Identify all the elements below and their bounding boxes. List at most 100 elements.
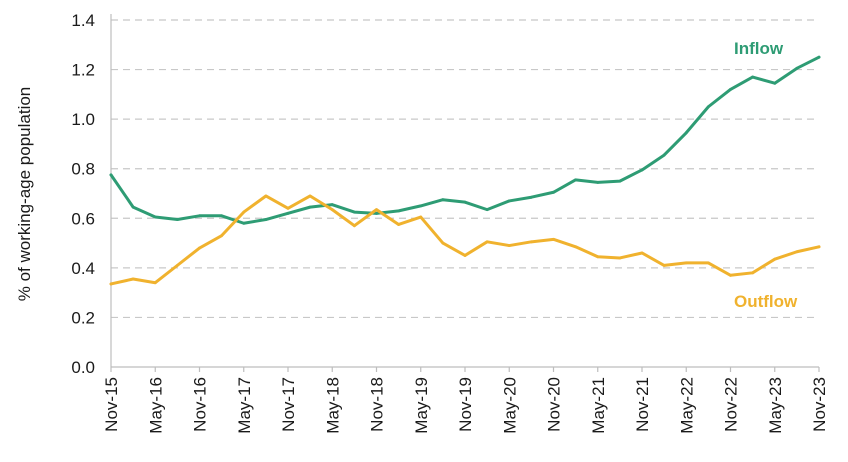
x-tick-label: May-16 [146, 377, 165, 434]
data-point-outflow [109, 282, 113, 286]
data-point-outflow [131, 277, 135, 281]
x-tick-label: May-21 [589, 377, 608, 434]
data-point-outflow [729, 273, 732, 277]
x-tick-label: Nov-15 [102, 377, 121, 432]
x-tick-label: May-19 [412, 377, 431, 434]
y-axis-title: % of working-age population [15, 87, 34, 302]
data-point-inflow [751, 75, 755, 79]
data-point-inflow [109, 173, 113, 177]
data-point-inflow [441, 198, 445, 202]
data-point-inflow [618, 179, 622, 183]
data-point-inflow [552, 190, 555, 194]
y-tick-label: 0.6 [71, 209, 95, 228]
data-point-outflow [330, 208, 334, 212]
data-point-outflow [242, 210, 246, 214]
data-point-inflow [507, 199, 511, 203]
data-point-outflow [352, 224, 356, 228]
data-point-outflow [618, 256, 622, 260]
x-tick-label: May-17 [235, 377, 254, 434]
data-point-outflow [485, 240, 489, 244]
x-tick-label: Nov-16 [191, 377, 210, 432]
y-tick-labels: 0.0 0.2 0.4 0.6 0.8 1.0 1.2 1.4 [71, 11, 95, 377]
x-tick-label: May-20 [500, 377, 519, 434]
data-point-outflow [198, 246, 201, 250]
data-point-outflow [574, 245, 578, 249]
x-tick-label: Nov-17 [279, 377, 298, 432]
data-point-outflow [286, 206, 290, 210]
x-tick-label: Nov-22 [722, 377, 741, 432]
x-tick-label: May-23 [766, 377, 785, 434]
data-point-inflow [729, 88, 732, 91]
y-tick-label: 0.2 [71, 308, 95, 327]
data-point-inflow [795, 66, 799, 70]
gridlines [110, 14, 819, 368]
data-point-outflow [795, 250, 799, 254]
data-point-outflow [529, 240, 533, 244]
x-tick-labels: Nov-15 May-16 Nov-16 May-17 Nov-17 May-18 Nov-… [102, 367, 829, 434]
y-tick-label: 1.0 [71, 110, 95, 129]
data-point-inflow [706, 105, 710, 109]
series-line-outflow [109, 194, 821, 286]
y-tick-label: 1.4 [71, 11, 95, 30]
data-point-outflow [507, 244, 511, 247]
data-point-inflow [817, 55, 821, 59]
y-tick-label: 0.4 [71, 259, 95, 278]
data-point-inflow [242, 221, 246, 225]
x-tick-label: May-22 [677, 377, 696, 434]
x-tick-label: Nov-18 [368, 377, 387, 432]
data-point-inflow [397, 209, 401, 213]
data-point-outflow [419, 215, 423, 219]
data-point-inflow [352, 210, 356, 214]
series-label-outflow: Outflow [734, 292, 798, 311]
x-tick-label: Nov-21 [633, 377, 652, 432]
data-point-inflow [529, 195, 533, 199]
x-tick-label: Nov-20 [545, 377, 564, 432]
data-point-outflow [175, 263, 179, 267]
data-point-inflow [485, 208, 489, 212]
data-point-inflow [419, 204, 423, 208]
data-point-outflow [441, 241, 445, 245]
data-point-inflow [131, 205, 135, 209]
data-point-inflow [596, 180, 600, 184]
data-point-inflow [574, 178, 578, 182]
data-point-outflow [463, 254, 467, 257]
data-point-outflow [640, 251, 644, 255]
data-point-inflow [264, 218, 268, 221]
data-point-inflow [175, 218, 179, 221]
x-tick-label: May-18 [323, 377, 342, 434]
data-point-outflow [308, 194, 312, 198]
series-label-inflow: Inflow [734, 39, 784, 58]
data-point-outflow [662, 263, 666, 267]
x-tick-label: Nov-19 [456, 377, 475, 432]
x-tick-label: Nov-23 [810, 377, 829, 432]
data-point-inflow [286, 211, 290, 215]
data-point-outflow [751, 271, 755, 275]
data-point-inflow [375, 211, 378, 215]
data-point-outflow [817, 245, 821, 249]
series-line-inflow [109, 55, 821, 225]
y-tick-label: 0.0 [71, 358, 95, 377]
data-point-inflow [308, 205, 312, 209]
data-point-inflow [684, 131, 688, 135]
data-point-inflow [773, 81, 777, 85]
data-point-outflow [220, 234, 224, 238]
data-point-outflow [397, 223, 401, 226]
data-point-inflow [198, 214, 201, 218]
y-tick-label: 1.2 [71, 61, 95, 80]
y-tick-label: 0.8 [71, 160, 95, 179]
data-point-outflow [706, 261, 710, 265]
data-point-inflow [463, 200, 467, 204]
data-point-inflow [662, 153, 666, 157]
data-point-outflow [552, 237, 555, 241]
data-point-inflow [153, 215, 157, 219]
data-point-outflow [684, 261, 688, 265]
data-point-inflow [220, 214, 224, 218]
data-point-inflow [330, 203, 334, 207]
data-point-outflow [375, 208, 378, 212]
data-point-outflow [264, 194, 268, 198]
data-point-outflow [596, 255, 600, 259]
data-point-inflow [640, 168, 644, 172]
data-point-outflow [773, 257, 777, 261]
data-point-outflow [153, 281, 157, 285]
